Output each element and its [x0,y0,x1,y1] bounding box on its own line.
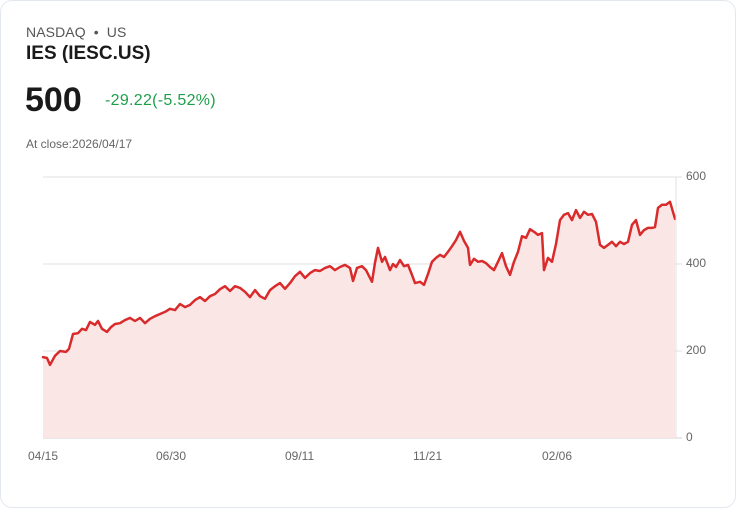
current-price: 500 [25,81,82,119]
exchange-name: NASDAQ [26,24,86,40]
x-tick-label: 02/06 [542,449,573,463]
y-tick-label: 0 [686,430,693,444]
y-tick-label: 600 [686,169,707,183]
y-tick-label: 200 [686,343,707,357]
x-tick-label: 04/15 [28,449,59,463]
stock-title: IES (IESC.US) [26,43,151,64]
price-line [41,200,677,367]
y-tick-label: 400 [686,256,707,270]
x-tick-label: 06/30 [156,449,187,463]
close-date: At close:2026/04/17 [26,137,133,151]
exchange-line: NASDAQ • US [26,24,126,40]
price-change: -29.22(-5.52%) [105,92,216,109]
price-area-fill [43,201,675,438]
x-tick-label: 11/21 [413,449,443,463]
country-code: US [106,24,127,40]
separator-dot: • [93,24,99,40]
x-tick-label: 09/11 [285,449,315,463]
